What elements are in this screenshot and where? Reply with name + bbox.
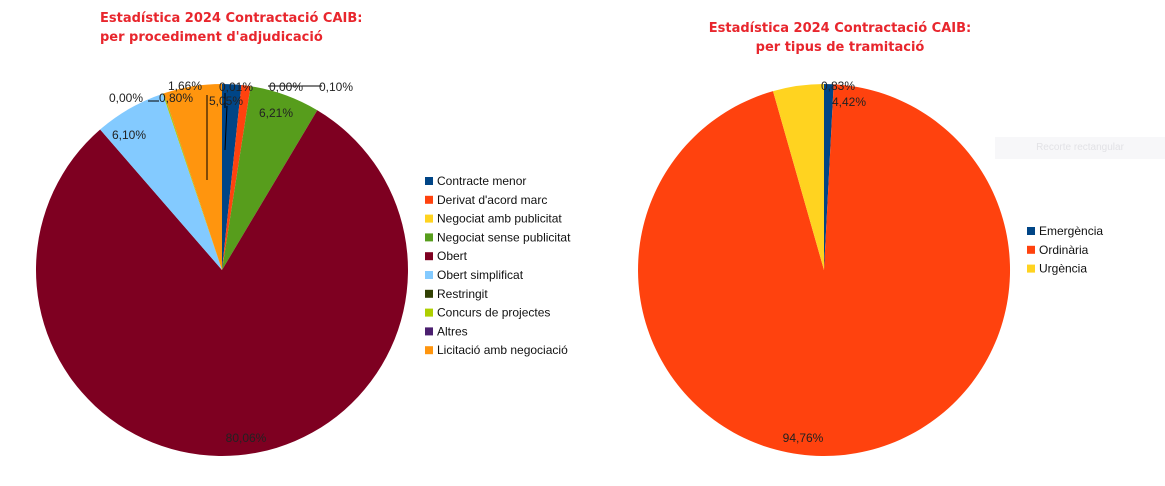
pie-2-data-label-0: 0,83% <box>821 79 855 93</box>
pie-1-legend-swatch-9 <box>425 346 433 355</box>
pie-1-data-label-6: 0,00% <box>269 80 303 94</box>
pie-1-legend-label-0: Contracte menor <box>437 174 526 188</box>
pie-1-legend-swatch-6 <box>425 289 433 298</box>
pie-1-data-label-2: 0,00% <box>109 91 143 105</box>
pie-1-legend-swatch-2 <box>425 214 433 223</box>
pie-2-legend-swatch-2 <box>1027 264 1035 273</box>
pie-1-data-label-9: 5,05% <box>209 94 243 108</box>
pie-1-legend-label-2: Negociat amb publicitat <box>437 212 562 226</box>
pie-2-slice-2 <box>773 84 824 270</box>
pie-1-legend-swatch-0 <box>425 177 433 185</box>
pie-1-data-label-8: 0,01% <box>219 80 253 94</box>
pie-2-data-label-2: 4,42% <box>832 95 866 109</box>
pie-1-slice-5 <box>100 93 222 270</box>
pie-1-legend-label-9: Licitació amb negociació <box>437 343 568 357</box>
chart-2-subtitle: per tipus de tramitació <box>755 40 925 55</box>
pie-1-legend-swatch-3 <box>425 233 433 242</box>
pie-1-legend-label-1: Derivat d'acord marc <box>437 193 547 207</box>
pie-1-legend-label-6: Restringit <box>437 287 488 301</box>
pie-2-legend-label-0: Emergència <box>1039 224 1103 238</box>
pie-2-legend-swatch-0 <box>1027 227 1035 235</box>
chart-2-title-block: Estadística 2024 Contractació CAIB: per … <box>690 19 990 57</box>
pie-2-legend-label-1: Ordinària <box>1039 243 1089 257</box>
pie-1-data-label-5: 6,21% <box>259 106 293 120</box>
pie-1-legend-swatch-7 <box>425 308 433 317</box>
pie-2-legend-label-2: Urgència <box>1039 262 1087 276</box>
pie-1-leader-line-4 <box>224 105 228 151</box>
pie-1-slice-3 <box>222 86 318 270</box>
pie-1-slice-8 <box>163 93 222 270</box>
pie-1-legend-swatch-5 <box>425 271 433 279</box>
pie-1-legend-label-8: Altres <box>437 324 468 338</box>
pie-1-slice-1 <box>222 85 251 270</box>
pie-1-legend-label-3: Negociat sense publicitat <box>437 230 571 244</box>
rectangular-crop-overlay: Recorte rectangular <box>995 137 1165 159</box>
pie-1-legend-swatch-4 <box>425 252 433 261</box>
pie-1-slice-7 <box>162 93 222 270</box>
pie-1-data-label-7: 0,10% <box>319 80 353 94</box>
pie-1-legend-label-4: Obert <box>437 249 468 263</box>
pie-2-slice-1 <box>638 84 1011 456</box>
pie-1-legend-label-5: Obert simplificat <box>437 268 524 282</box>
chart-1-subtitle: per procediment d'adjudicació <box>100 30 323 45</box>
pie-2-data-label-1: 94,76% <box>783 431 824 445</box>
pie-1-legend-label-7: Concurs de projectes <box>437 306 550 320</box>
pie-1-legend-swatch-1 <box>425 195 433 204</box>
pie-1-slice-0 <box>222 84 242 270</box>
pie-2-slice-0 <box>824 83 834 270</box>
pie-2-legend-swatch-1 <box>1027 245 1035 254</box>
chart-1-title: Estadística 2024 Contractació CAIB: <box>100 11 363 26</box>
pie-1-data-label-3: 6,10% <box>112 128 146 142</box>
pie-1-slice-4 <box>35 110 408 457</box>
chart-1-title-block: Estadística 2024 Contractació CAIB: per … <box>100 9 362 47</box>
pie-1-data-label-1: 0,80% <box>159 91 193 105</box>
pie-1-data-label-4: 80,06% <box>226 431 267 445</box>
chart-2-title: Estadística 2024 Contractació CAIB: <box>708 21 972 36</box>
pie-1-legend-swatch-8 <box>425 327 433 336</box>
pie-1-data-label-0: 1,66% <box>168 79 202 93</box>
